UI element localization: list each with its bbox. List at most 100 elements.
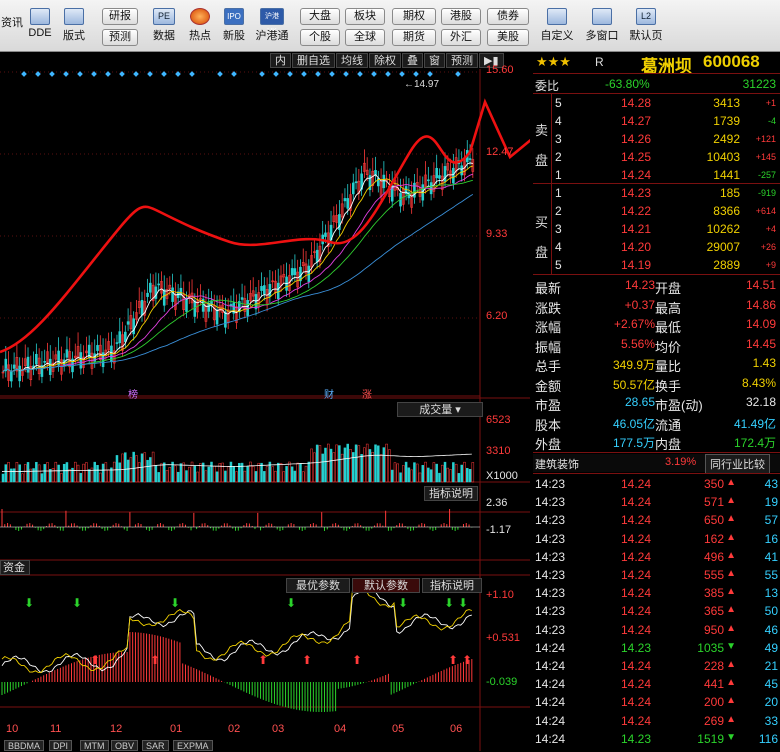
volume-bar: [410, 469, 413, 483]
volume-bar: [101, 463, 105, 483]
tab-fund[interactable]: 资金: [0, 560, 30, 575]
volume-indicator-select[interactable]: 成交量 ▾: [397, 402, 483, 417]
toolbar-item-ipo[interactable]: IPO 新股: [220, 8, 248, 43]
candle-body: [435, 167, 438, 179]
chart-btn-arrow[interactable]: ▶▮: [479, 53, 504, 68]
stat-row: 最新 14.23 开盘 14.51: [533, 276, 780, 296]
chart-btn-exright[interactable]: 除权: [369, 53, 401, 68]
month-label: 10: [6, 723, 19, 735]
toolbar-item-layout[interactable]: 版式: [60, 8, 88, 43]
volume-bar: [415, 463, 419, 483]
chart-btn-window[interactable]: 窗: [424, 53, 445, 68]
level-price: 14.23: [621, 186, 652, 200]
pill-us[interactable]: 美股: [487, 29, 529, 46]
toolbar-item-default[interactable]: L2 默认页: [626, 8, 666, 43]
divider: [533, 452, 780, 453]
tick-time: 14:24: [535, 640, 566, 655]
volume-bar: [466, 468, 469, 483]
kdj-best-params-button[interactable]: 最优参数: [286, 578, 350, 593]
toolbar-item-hot[interactable]: 热点: [186, 8, 214, 43]
candle-body: [360, 173, 363, 190]
volume-bar: [293, 470, 297, 483]
indicator-tab[interactable]: BBDMA: [4, 740, 45, 751]
sell-level-row[interactable]: 2 14.25 10403 +145: [533, 148, 780, 166]
sell-level-row[interactable]: 1 14.24 1441 -257: [533, 166, 780, 184]
buy-side-label: 买盘: [535, 215, 549, 260]
indicator-tab[interactable]: EXPMA: [173, 740, 213, 751]
chart-btn-ma[interactable]: 均线: [336, 53, 368, 68]
candle-body: [354, 181, 358, 184]
chart-toolbar: 内 删自选 均线 除权 叠 窗 预测 ▶▮: [270, 53, 504, 69]
pill-bond[interactable]: 债券: [487, 8, 529, 25]
candle-body: [338, 214, 341, 230]
stat-label: 均价: [655, 339, 682, 355]
toolbar-item-custom[interactable]: 自定义: [538, 8, 576, 43]
toolbar-item-dde[interactable]: DDE: [27, 8, 53, 39]
tick-price: 14.24: [621, 695, 652, 710]
indicator-tab[interactable]: DPI: [49, 740, 73, 751]
stat-label: 最低: [655, 320, 682, 335]
indicator-tab[interactable]: OBV: [111, 740, 139, 751]
buy-level-row[interactable]: 4 14.20 29007 +26: [533, 238, 780, 256]
candle-body: [413, 182, 416, 198]
toolbar-item-multiwindow[interactable]: 多窗口: [582, 8, 622, 43]
chart-btn-overlay[interactable]: 叠: [402, 53, 423, 68]
stock-name: 葛洲坝: [641, 57, 692, 76]
volume-bar: [32, 468, 35, 483]
toolbar-item-data[interactable]: PE 数据: [148, 8, 180, 43]
chart-btn-forecast[interactable]: 预测: [446, 53, 478, 68]
pill-fx[interactable]: 外汇: [441, 29, 481, 46]
volume-bar: [457, 473, 461, 483]
tick-volume: 385: [703, 586, 724, 601]
volume-bar: [213, 465, 216, 483]
chart-btn-in[interactable]: 内: [270, 53, 291, 68]
buy-level-row[interactable]: 3 14.21 10262 +4: [533, 220, 780, 238]
pill-hk[interactable]: 港股: [441, 8, 481, 25]
sell-level-row[interactable]: 5 14.28 3413 +1: [533, 94, 780, 112]
pill-options[interactable]: 期权: [392, 8, 436, 25]
chart-btn-remove-fav[interactable]: 删自选: [292, 53, 335, 68]
candle-body: [118, 331, 122, 344]
indicator-tab[interactable]: SAR: [142, 740, 169, 751]
industry-compare-button[interactable]: 同行业比较: [705, 454, 770, 474]
buy-level-row[interactable]: 2 14.22 8366 +614: [533, 202, 780, 220]
toolbar-item-news[interactable]: 资讯: [0, 14, 24, 30]
buy-level-row[interactable]: 5 14.19 2889 +9: [533, 256, 780, 274]
tick-row: 14:24 14.24 269 ▲ 33: [533, 712, 780, 730]
pill-market[interactable]: 大盘: [300, 8, 340, 25]
sell-level-row[interactable]: 4 14.27 1739 -4: [533, 112, 780, 130]
pill-sector[interactable]: 板块: [345, 8, 385, 25]
industry-name[interactable]: 建筑装饰: [535, 459, 579, 471]
volume-bar: [93, 461, 96, 483]
tick-row: 14:23 14.24 650 ▲ 57: [533, 511, 780, 529]
candle-body: [293, 268, 297, 276]
tick-price: 14.24: [621, 713, 652, 728]
pill-forecast[interactable]: 预测: [102, 29, 138, 46]
candle-body: [12, 364, 16, 369]
stat-label: 开盘: [655, 281, 682, 296]
indicator-help-button[interactable]: 指标说明: [424, 486, 478, 501]
volume-bar: [377, 445, 380, 483]
volume-bar: [1, 473, 5, 483]
kdj-default-params-button[interactable]: 默认参数: [352, 578, 420, 593]
tick-time: 14:24: [535, 677, 566, 692]
stat-value: 41.49亿: [733, 416, 776, 431]
indicator-tab[interactable]: MTM: [80, 740, 109, 751]
sell-level-row[interactable]: 3 14.26 2492 +121: [533, 130, 780, 148]
toolbar-item-hk-connect[interactable]: 沪港HK 沪港通: [254, 8, 290, 43]
month-label: 12: [110, 723, 123, 735]
level-change: -4: [767, 116, 776, 126]
pill-global[interactable]: 全球: [345, 29, 385, 46]
buy-level-row[interactable]: 1 14.23 185 -919: [533, 184, 780, 202]
pill-research[interactable]: 研报: [102, 8, 138, 25]
custom-icon: [547, 8, 567, 25]
volume-bar: [71, 467, 74, 483]
pill-futures[interactable]: 期货: [392, 29, 436, 46]
kdj-help-button[interactable]: 指标说明: [422, 578, 482, 593]
pill-stock[interactable]: 个股: [300, 29, 340, 46]
volume-bar: [151, 451, 155, 483]
volume-bar: [135, 455, 138, 483]
volume-bar: [199, 463, 202, 483]
arrow-up-icon: ▲: [726, 531, 736, 543]
volume-bar: [301, 471, 305, 483]
